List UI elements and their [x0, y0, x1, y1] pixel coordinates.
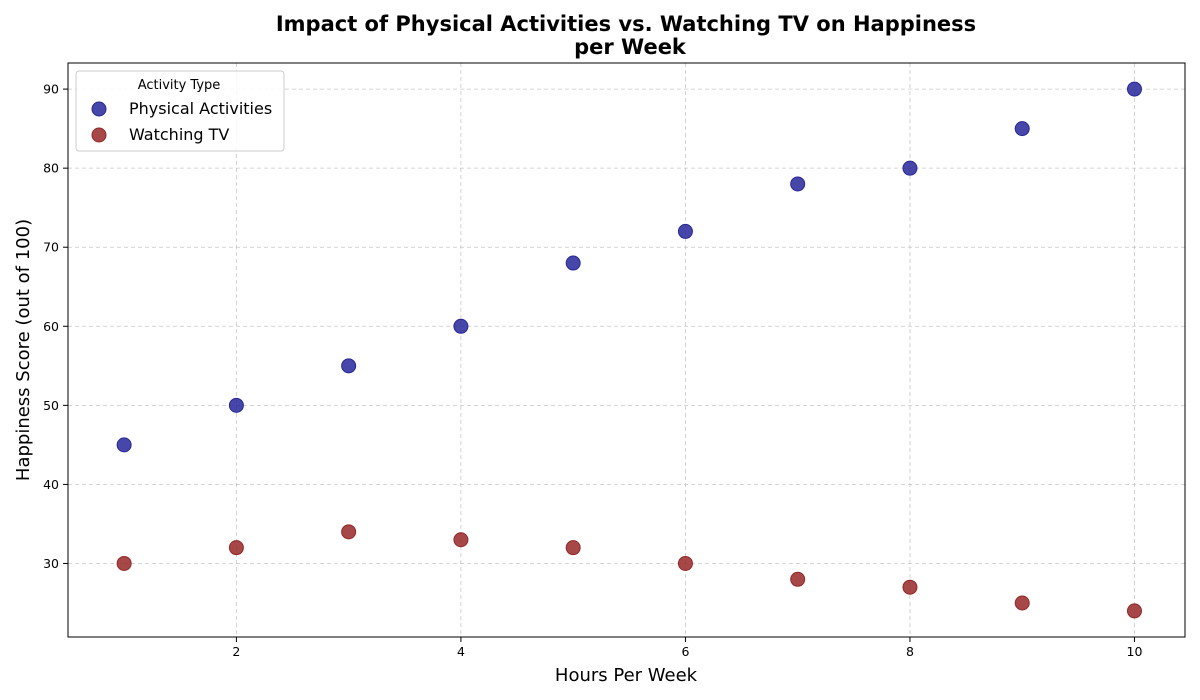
legend-title: Activity Type — [138, 78, 221, 93]
y-tick-label: 40 — [43, 477, 59, 492]
y-tick-label: 80 — [43, 161, 59, 176]
y-tick-label: 60 — [43, 319, 59, 334]
x-tick-label: 2 — [232, 644, 240, 659]
data-points — [116, 81, 1142, 619]
point-physical-activities — [1014, 121, 1030, 137]
point-watching-tv — [790, 571, 806, 587]
point-physical-activities — [677, 223, 693, 239]
legend-box — [75, 70, 285, 152]
point-physical-activities — [565, 255, 581, 271]
chart-title-line-1: Impact of Physical Activities vs. Watchi… — [276, 12, 976, 36]
legend-label-physical-activities: Physical Activities — [129, 99, 272, 118]
point-watching-tv — [902, 579, 918, 595]
x-tick-label: 10 — [1127, 644, 1143, 659]
y-tick-label: 50 — [43, 398, 59, 413]
point-physical-activities — [902, 160, 918, 176]
x-tick-label: 8 — [906, 644, 914, 659]
point-watching-tv — [341, 524, 357, 540]
point-physical-activities — [790, 176, 806, 192]
x-tick-label: 4 — [457, 644, 465, 659]
x-tick-label: 6 — [681, 644, 689, 659]
plot-frame — [67, 62, 1186, 638]
point-watching-tv — [228, 540, 244, 556]
legend: Activity Type Physical Activities Watchi… — [75, 70, 285, 152]
legend-label-watching-tv: Watching TV — [129, 125, 229, 144]
point-physical-activities — [116, 437, 132, 453]
legend-marker-physical-activities — [91, 101, 107, 117]
point-watching-tv — [565, 540, 581, 556]
y-axis-label: Happiness Score (out of 100) — [13, 219, 34, 481]
point-watching-tv — [677, 555, 693, 571]
legend-marker-watching-tv — [91, 127, 107, 143]
point-watching-tv — [116, 555, 132, 571]
x-axis-label: Hours Per Week — [555, 665, 698, 686]
point-physical-activities — [228, 397, 244, 413]
y-tick-label: 90 — [43, 82, 59, 97]
chart-title-line-2: per Week — [574, 35, 687, 59]
point-physical-activities — [341, 358, 357, 374]
axis-ticks: 2 4 6 8 10 30 40 50 60 70 80 90 — [43, 82, 1142, 659]
point-physical-activities — [453, 318, 469, 334]
point-watching-tv — [453, 532, 469, 548]
point-watching-tv — [1014, 595, 1030, 611]
y-tick-label: 70 — [43, 240, 59, 255]
point-physical-activities — [1126, 81, 1142, 97]
point-watching-tv — [1126, 603, 1142, 619]
y-tick-label: 30 — [43, 556, 59, 571]
